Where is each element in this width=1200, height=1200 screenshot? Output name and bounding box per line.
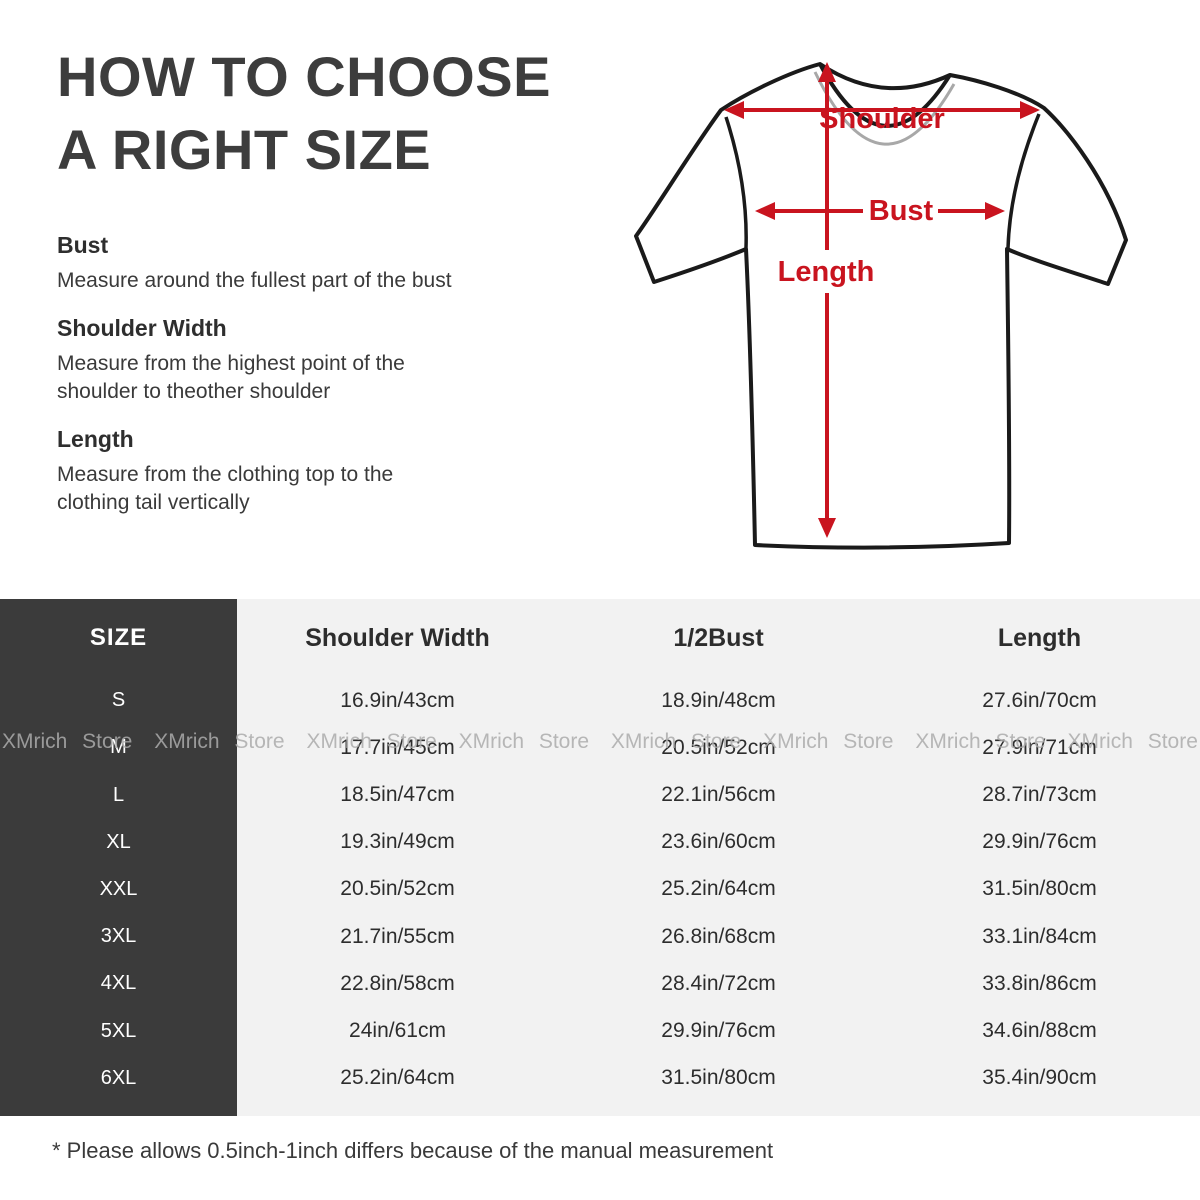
length-arrow (818, 62, 836, 538)
shoulder-width-cell: 18.5in/47cm (340, 783, 455, 807)
half-bust-cell: 22.1in/56cm (661, 783, 776, 807)
size-cell: L (112, 783, 125, 806)
shoulder-width-cell: 24in/61cm (349, 1019, 446, 1043)
length-cell: 35.4in/90cm (982, 1066, 1097, 1090)
instruction-body: Measure from the clothing top to the clo… (57, 463, 394, 514)
half-bust-cell: 20.5in/52cm (661, 735, 776, 759)
instruction-shoulder-width: Shoulder Width Measure from the highest … (57, 315, 537, 406)
table-row: L 18.5in/47cm 22.1in/56cm 28.7in/73cm (0, 771, 1200, 818)
page-title: HOW TO CHOOSE A RIGHT SIZE (57, 45, 551, 181)
instruction-heading: Length (57, 426, 134, 452)
table-row: XXL 20.5in/52cm 25.2in/64cm 31.5in/80cm (0, 866, 1200, 913)
table-row: 5XL 24in/61cm 29.9in/76cm 34.6in/88cm (0, 1008, 1200, 1055)
half-bust-cell: 25.2in/64cm (661, 877, 776, 901)
bust-arrow (755, 202, 1005, 220)
bust-label: Bust (869, 195, 934, 227)
shoulder-width-cell: 20.5in/52cm (340, 877, 455, 901)
half-bust-cell: 31.5in/80cm (661, 1066, 776, 1090)
table-row: M 17.7in/45cm 20.5in/52cm 27.9in/71cm (0, 724, 1200, 771)
tshirt-diagram-svg: Shoulder Bust Length (634, 62, 1128, 550)
column-header-length: Length (997, 623, 1082, 652)
length-cell: 34.6in/88cm (982, 1019, 1097, 1043)
size-table-body: S 16.9in/43cm 18.9in/48cm 27.6in/70cm M 17.7i… (0, 677, 1200, 1116)
column-header-size: SIZE (89, 624, 148, 651)
shoulder-width-cell: 19.3in/49cm (340, 830, 455, 854)
table-row: 6XL 25.2in/64cm 31.5in/80cm 35.4in/90cm (0, 1055, 1200, 1102)
instruction-bust: Bust Measure around the fullest part of … (57, 232, 537, 295)
instruction-heading: Bust (57, 232, 109, 258)
shoulder-width-cell: 17.7in/45cm (340, 735, 455, 759)
length-cell: 33.1in/84cm (982, 924, 1097, 948)
size-table-header: SIZE Shoulder Width 1/2Bust Length (0, 599, 1200, 677)
right-armhole-seam (1006, 113, 1041, 249)
length-cell: 27.9in/71cm (982, 735, 1097, 759)
instruction-length: Length Measure from the clothing top to … (57, 426, 537, 517)
shoulder-width-cell: 25.2in/64cm (340, 1066, 455, 1090)
tshirt-outline (634, 62, 1128, 550)
left-armhole-seam (724, 116, 748, 249)
length-cell: 31.5in/80cm (982, 877, 1097, 901)
table-row: XL 19.3in/49cm 23.6in/60cm 29.9in/76cm (0, 819, 1200, 866)
shoulder-width-cell: 16.9in/43cm (340, 688, 455, 712)
measurement-instructions: Bust Measure around the fullest part of … (57, 232, 537, 537)
measurement-disclaimer: * Please allows 0.5inch-1inch differs be… (52, 1138, 774, 1163)
length-cell: 33.8in/86cm (982, 971, 1097, 995)
size-cell: 5XL (100, 1019, 137, 1042)
tshirt-measurement-diagram: Shoulder Bust Length (620, 20, 1180, 560)
size-cell: XXL (99, 877, 138, 900)
column-header-shoulder: Shoulder Width (305, 623, 490, 652)
column-header-half-bust: 1/2Bust (673, 623, 764, 652)
table-row: S 16.9in/43cm 18.9in/48cm 27.6in/70cm (0, 677, 1200, 724)
shoulder-width-cell: 22.8in/58cm (340, 971, 455, 995)
size-cell: XL (106, 830, 131, 853)
length-cell: 29.9in/76cm (982, 830, 1097, 854)
instruction-heading: Shoulder Width (57, 315, 227, 341)
half-bust-cell: 18.9in/48cm (661, 688, 776, 712)
length-cell: 27.6in/70cm (982, 688, 1097, 712)
half-bust-cell: 28.4in/72cm (661, 971, 776, 995)
size-cell: 3XL (100, 925, 137, 948)
size-table: SIZE Shoulder Width 1/2Bust Length S 16.9… (0, 599, 1200, 1116)
half-bust-cell: 26.8in/68cm (661, 924, 776, 948)
size-cell: M (110, 736, 127, 759)
shoulder-width-cell: 21.7in/55cm (340, 924, 455, 948)
table-row: 4XL 22.8in/58cm 28.4in/72cm 33.8in/86cm (0, 960, 1200, 1007)
length-cell: 28.7in/73cm (982, 783, 1097, 807)
size-cell: 4XL (100, 972, 137, 995)
instruction-body: Measure from the highest point of the sh… (57, 352, 405, 403)
shoulder-label: Shoulder (819, 103, 945, 135)
shoulder-arrow (724, 101, 1040, 119)
instruction-body: Measure around the fullest part of the b… (57, 269, 452, 292)
size-cell: 6XL (100, 1066, 137, 1089)
collar-line (818, 63, 952, 128)
table-row: 3XL 21.7in/55cm 26.8in/68cm 33.1in/84cm (0, 913, 1200, 960)
size-cell: S (111, 689, 126, 712)
half-bust-cell: 29.9in/76cm (661, 1019, 776, 1043)
length-label: Length (778, 256, 875, 288)
half-bust-cell: 23.6in/60cm (661, 830, 776, 854)
